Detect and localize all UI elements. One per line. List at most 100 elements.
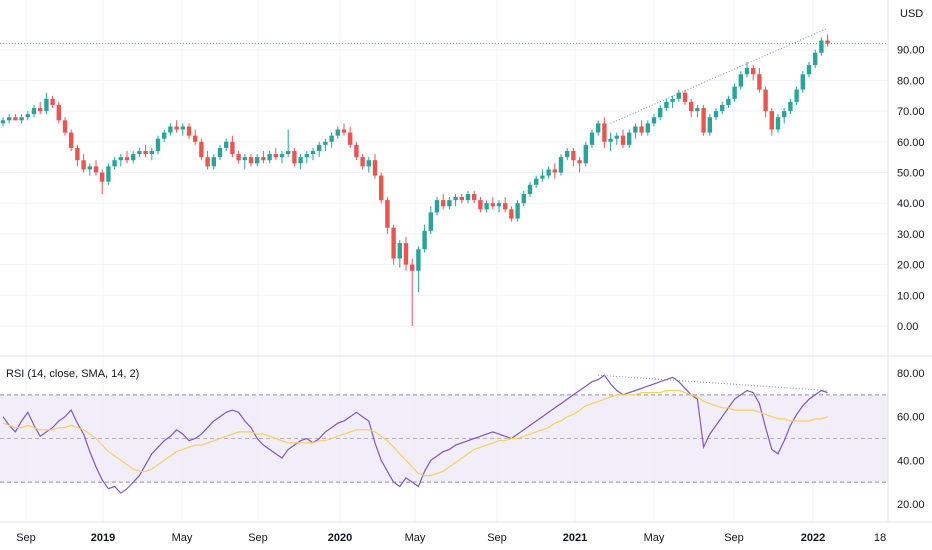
candle <box>484 200 489 213</box>
candle-body <box>69 132 74 148</box>
candle <box>199 138 204 161</box>
candle <box>707 114 712 136</box>
candle <box>180 123 185 136</box>
candle-body <box>304 154 309 158</box>
candle <box>819 37 824 56</box>
candle-body <box>695 108 700 112</box>
candle-body <box>738 74 743 87</box>
candle-body <box>180 126 185 130</box>
candle-body <box>534 178 539 185</box>
candle <box>434 197 440 216</box>
candle <box>546 166 551 179</box>
price-tick-label: 50.00 <box>897 168 925 180</box>
candle-body <box>775 117 781 130</box>
candle <box>38 101 43 115</box>
candle <box>769 108 774 136</box>
candle <box>372 154 378 179</box>
candle-body <box>608 138 613 142</box>
candle-body <box>627 132 632 145</box>
candle <box>385 197 390 234</box>
candle <box>763 86 768 118</box>
candle <box>93 160 99 176</box>
candle-body <box>453 197 458 201</box>
candle-body <box>348 132 353 145</box>
candle-body <box>478 200 483 210</box>
candle <box>813 49 818 69</box>
candle-body <box>155 138 161 152</box>
candle-body <box>503 203 508 210</box>
candle <box>391 224 396 265</box>
candle <box>261 151 266 164</box>
candle-body <box>509 209 514 219</box>
candle-body <box>540 175 545 179</box>
candle-body <box>441 200 446 207</box>
candle-body <box>310 151 316 155</box>
candle-body <box>162 132 167 139</box>
candle <box>323 138 328 152</box>
rsi-ma-line <box>2 389 828 477</box>
time-tick-label: 2020 <box>328 532 352 544</box>
candle-body <box>87 166 92 170</box>
candle <box>193 129 198 145</box>
candle-body <box>819 40 824 53</box>
candle-body <box>769 111 774 130</box>
candle-body <box>199 141 204 158</box>
candle-body <box>794 89 799 102</box>
candle <box>286 129 291 158</box>
candle-body <box>149 151 154 155</box>
candle <box>589 129 595 148</box>
candle <box>341 123 347 136</box>
price-tick-label: 20.00 <box>897 260 925 272</box>
candle <box>248 154 254 167</box>
currency-label[interactable]: USD <box>900 8 923 20</box>
candle <box>360 154 365 170</box>
price-tick-label: 10.00 <box>897 290 925 302</box>
candle-body <box>589 132 595 145</box>
candle-body <box>751 68 756 75</box>
candle <box>124 151 130 164</box>
candle <box>379 172 384 204</box>
candle-body <box>81 160 86 170</box>
candle <box>242 154 247 170</box>
candle-body <box>552 169 557 173</box>
price-tick-label: 40.00 <box>897 198 925 210</box>
candle-body <box>248 157 254 164</box>
candle <box>416 246 421 293</box>
candle-body <box>385 200 390 228</box>
candle-body <box>571 151 576 161</box>
candle-body <box>397 243 402 259</box>
candle-body <box>422 230 427 250</box>
rsi-indicator-label[interactable]: RSI (14, close, SMA, 14, 2) <box>6 368 139 380</box>
candle-body <box>267 154 272 161</box>
price-tick-label: 90.00 <box>897 45 925 57</box>
candle <box>775 114 781 133</box>
candle-body <box>168 126 173 133</box>
rsi-tick-label: 40.00 <box>897 455 925 467</box>
candle-body <box>341 129 347 133</box>
candle <box>540 169 545 182</box>
candle <box>62 117 68 136</box>
candle <box>602 117 607 148</box>
candle-body <box>782 111 787 118</box>
rsi-tick-label: 20.00 <box>897 499 925 511</box>
candle <box>620 129 626 148</box>
candle <box>131 151 136 164</box>
rsi-tick-label: 60.00 <box>897 412 925 424</box>
candle <box>44 92 49 115</box>
time-tick-label: Sep <box>724 532 744 544</box>
candle <box>633 123 638 139</box>
candle-body <box>354 144 359 158</box>
candle <box>695 104 700 118</box>
candle <box>447 197 452 210</box>
candle-body <box>602 123 607 142</box>
candle-body <box>93 166 99 173</box>
candle <box>69 129 74 152</box>
candle <box>112 157 117 170</box>
candle <box>224 138 229 152</box>
candle <box>713 108 719 121</box>
candle-body <box>360 157 365 167</box>
candle-body <box>255 157 260 164</box>
candle-body <box>763 89 768 112</box>
candle <box>509 206 514 222</box>
